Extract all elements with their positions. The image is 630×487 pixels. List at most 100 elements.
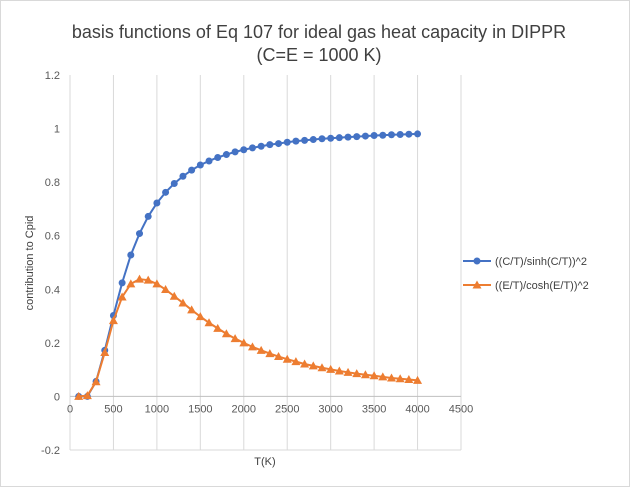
x-tick-label: 500 (104, 403, 122, 415)
data-point (327, 134, 335, 142)
data-point (82, 391, 92, 400)
data-point (221, 329, 231, 338)
data-point (213, 323, 223, 332)
data-point (413, 375, 423, 384)
data-point (152, 279, 162, 288)
data-point (257, 142, 265, 150)
data-point (74, 391, 84, 400)
data-point (378, 372, 388, 381)
legend-entry-cosh: ((E/T)/cosh(E/T))^2 (463, 280, 589, 292)
data-point (179, 172, 187, 180)
data-point (334, 366, 344, 375)
y-tick-label: 0.4 (45, 284, 60, 296)
legend: ((C/T)/sinh(C/T))^2 ((E/T)/cosh(E/T))^2 (463, 256, 589, 292)
data-point (292, 137, 300, 145)
data-point (170, 179, 178, 187)
data-point (317, 363, 327, 372)
chart-title: basis functions of Eq 107 for ideal gas … (72, 22, 566, 42)
data-point (335, 134, 343, 142)
data-point (100, 348, 110, 356)
data-point (127, 251, 135, 259)
data-point (274, 352, 284, 361)
series-sinh (75, 130, 422, 400)
data-point (153, 199, 161, 207)
data-point (187, 305, 197, 314)
data-point (396, 130, 404, 138)
data-point (343, 367, 353, 376)
data-point (404, 375, 414, 384)
data-point (353, 133, 361, 141)
y-tick-label: -0.2 (41, 445, 60, 457)
data-point (188, 166, 196, 174)
data-point (352, 369, 362, 378)
y-tick-label: 0.8 (45, 177, 60, 189)
x-tick-label: 2500 (275, 403, 299, 415)
y-tick-label: 0 (54, 391, 60, 403)
data-point (386, 373, 396, 382)
data-point (91, 377, 101, 386)
legend-entry-sinh: ((C/T)/sinh(C/T))^2 (463, 256, 587, 268)
tick-labels: 0 500 1000 1500 2000 2500 3000 3500 4000 4500 -0.2… (41, 70, 473, 457)
legend-marker-sinh (473, 257, 481, 265)
data-point (205, 157, 213, 165)
data-point (240, 146, 248, 154)
x-tick-label: 2000 (232, 403, 256, 415)
data-point (414, 130, 422, 138)
data-point (196, 161, 204, 169)
data-point (301, 136, 309, 144)
x-tick-label: 0 (67, 403, 73, 415)
data-point (275, 140, 283, 148)
legend-marker-cosh (472, 280, 482, 289)
data-point (369, 371, 379, 380)
data-point (195, 312, 205, 321)
data-point (361, 132, 369, 140)
data-point (256, 345, 266, 354)
data-point (266, 141, 274, 149)
data-point (248, 144, 256, 152)
data-point (108, 316, 118, 325)
data-point (117, 292, 127, 301)
x-tick-label: 1500 (188, 403, 212, 415)
data-point (136, 230, 144, 238)
data-point (247, 342, 257, 351)
data-point (326, 364, 336, 373)
legend-label-sinh: ((C/T)/sinh(C/T))^2 (495, 256, 587, 268)
data-point (126, 279, 136, 288)
x-axis-label: T(K) (254, 456, 275, 468)
data-point (265, 349, 275, 358)
data-point (169, 291, 179, 300)
chart-subtitle: (C=E = 1000 K) (256, 45, 381, 65)
data-point (283, 138, 291, 146)
legend-label-cosh: ((E/T)/cosh(E/T))^2 (495, 280, 589, 292)
data-point (162, 188, 170, 196)
y-tick-label: 1 (54, 124, 60, 136)
data-point (222, 151, 230, 159)
data-point (360, 370, 370, 379)
data-point (405, 130, 413, 138)
data-point (344, 133, 352, 141)
data-point (309, 136, 317, 144)
data-point (161, 285, 171, 294)
data-point (178, 298, 188, 307)
series-cosh (74, 274, 423, 400)
data-point (230, 334, 240, 343)
data-point (144, 212, 152, 220)
series-line (78, 278, 418, 398)
x-tick-label: 3500 (362, 403, 386, 415)
x-tick-label: 1000 (145, 403, 169, 415)
x-tick-label: 4000 (405, 403, 429, 415)
data-point (395, 374, 405, 383)
data-point (379, 131, 387, 139)
data-point (135, 274, 145, 283)
data-point (318, 135, 326, 143)
data-point (231, 148, 239, 156)
y-tick-label: 1.2 (45, 70, 60, 82)
data-point (239, 338, 249, 347)
data-point (282, 354, 292, 363)
data-point (300, 359, 310, 368)
data-point (204, 318, 214, 327)
y-tick-label: 0.2 (45, 338, 60, 350)
data-point (143, 275, 153, 284)
